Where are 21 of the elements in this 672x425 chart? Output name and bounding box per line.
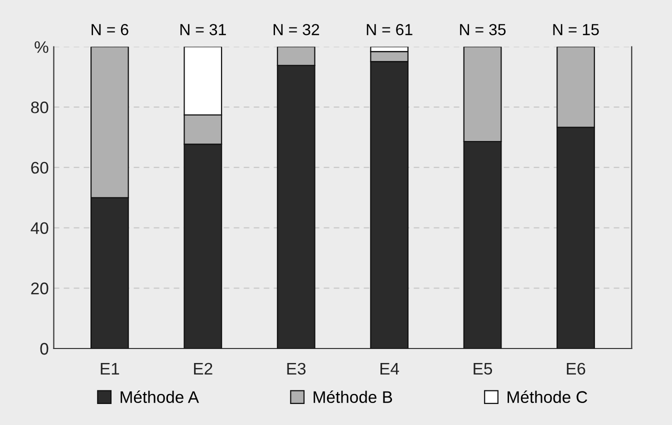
annotation: N = 15 [553,24,599,36]
y-tick-label: 20 [31,282,48,294]
annotation: N = 32 [274,24,320,36]
legend-label: Méthode C [508,390,588,403]
x-tick-label: E6 [566,362,586,375]
legend-label: Méthode A [120,390,199,403]
x-tick-label: E3 [287,362,306,375]
annotation: N = 61 [366,24,412,36]
x-tick-label: E2 [194,362,212,374]
y-tick-label: 0 [40,342,48,355]
legend-label: Méthode B [314,390,392,403]
x-tick-label: E5 [474,363,492,375]
y-tick-label: % [34,41,48,53]
x-tick-label: E1 [100,363,120,374]
annotation: N = 35 [460,24,506,36]
annotation: N = 31 [180,24,226,36]
annotation: N = 6 [92,24,128,36]
y-tick-label: 40 [30,222,48,234]
y-tick-label: 60 [31,162,48,174]
y-tick-label: 80 [31,102,48,114]
x-tick-label: E4 [380,363,400,374]
